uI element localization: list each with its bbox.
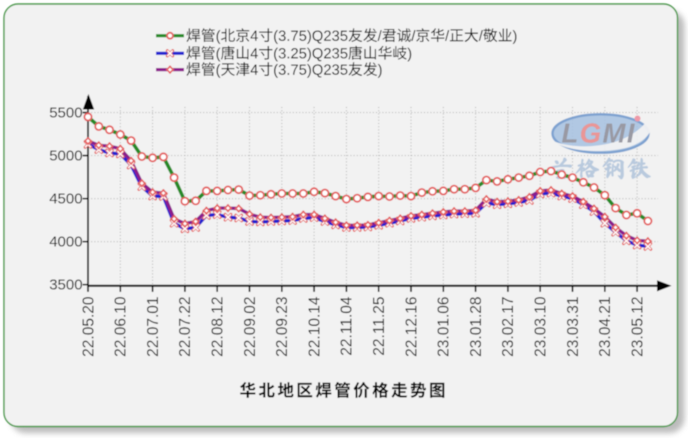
svg-text:23.04.21: 23.04.21 [597,297,614,357]
svg-text:23.01.06: 23.01.06 [436,297,453,357]
svg-text:22.12.16: 22.12.16 [403,297,420,357]
svg-text:22.06.10: 22.06.10 [113,296,130,357]
svg-text:22.09.23: 22.09.23 [274,297,291,357]
svg-text:4500: 4500 [49,191,82,208]
svg-text:22.11.25: 22.11.25 [371,297,388,356]
svg-text:22.05.20: 22.05.20 [80,296,97,357]
svg-text:4000: 4000 [49,234,82,251]
svg-text:22.07.01: 22.07.01 [145,297,162,357]
svg-text:22.08.12: 22.08.12 [210,297,227,357]
svg-text:23.02.17: 23.02.17 [500,297,517,357]
svg-text:5500: 5500 [49,105,82,122]
svg-text:23.03.10: 23.03.10 [533,296,550,357]
svg-text:5000: 5000 [49,148,82,165]
svg-text:23.01.28: 23.01.28 [468,297,485,357]
svg-text:22.07.22: 22.07.22 [177,297,194,357]
svg-text:23.03.31: 23.03.31 [565,297,582,357]
svg-text:22.09.02: 22.09.02 [242,297,259,357]
svg-text:22.10.14: 22.10.14 [306,296,323,357]
svg-text:23.05.12: 23.05.12 [629,297,646,357]
svg-text:22.11.04: 22.11.04 [339,296,356,356]
svg-text:3500: 3500 [49,277,82,294]
